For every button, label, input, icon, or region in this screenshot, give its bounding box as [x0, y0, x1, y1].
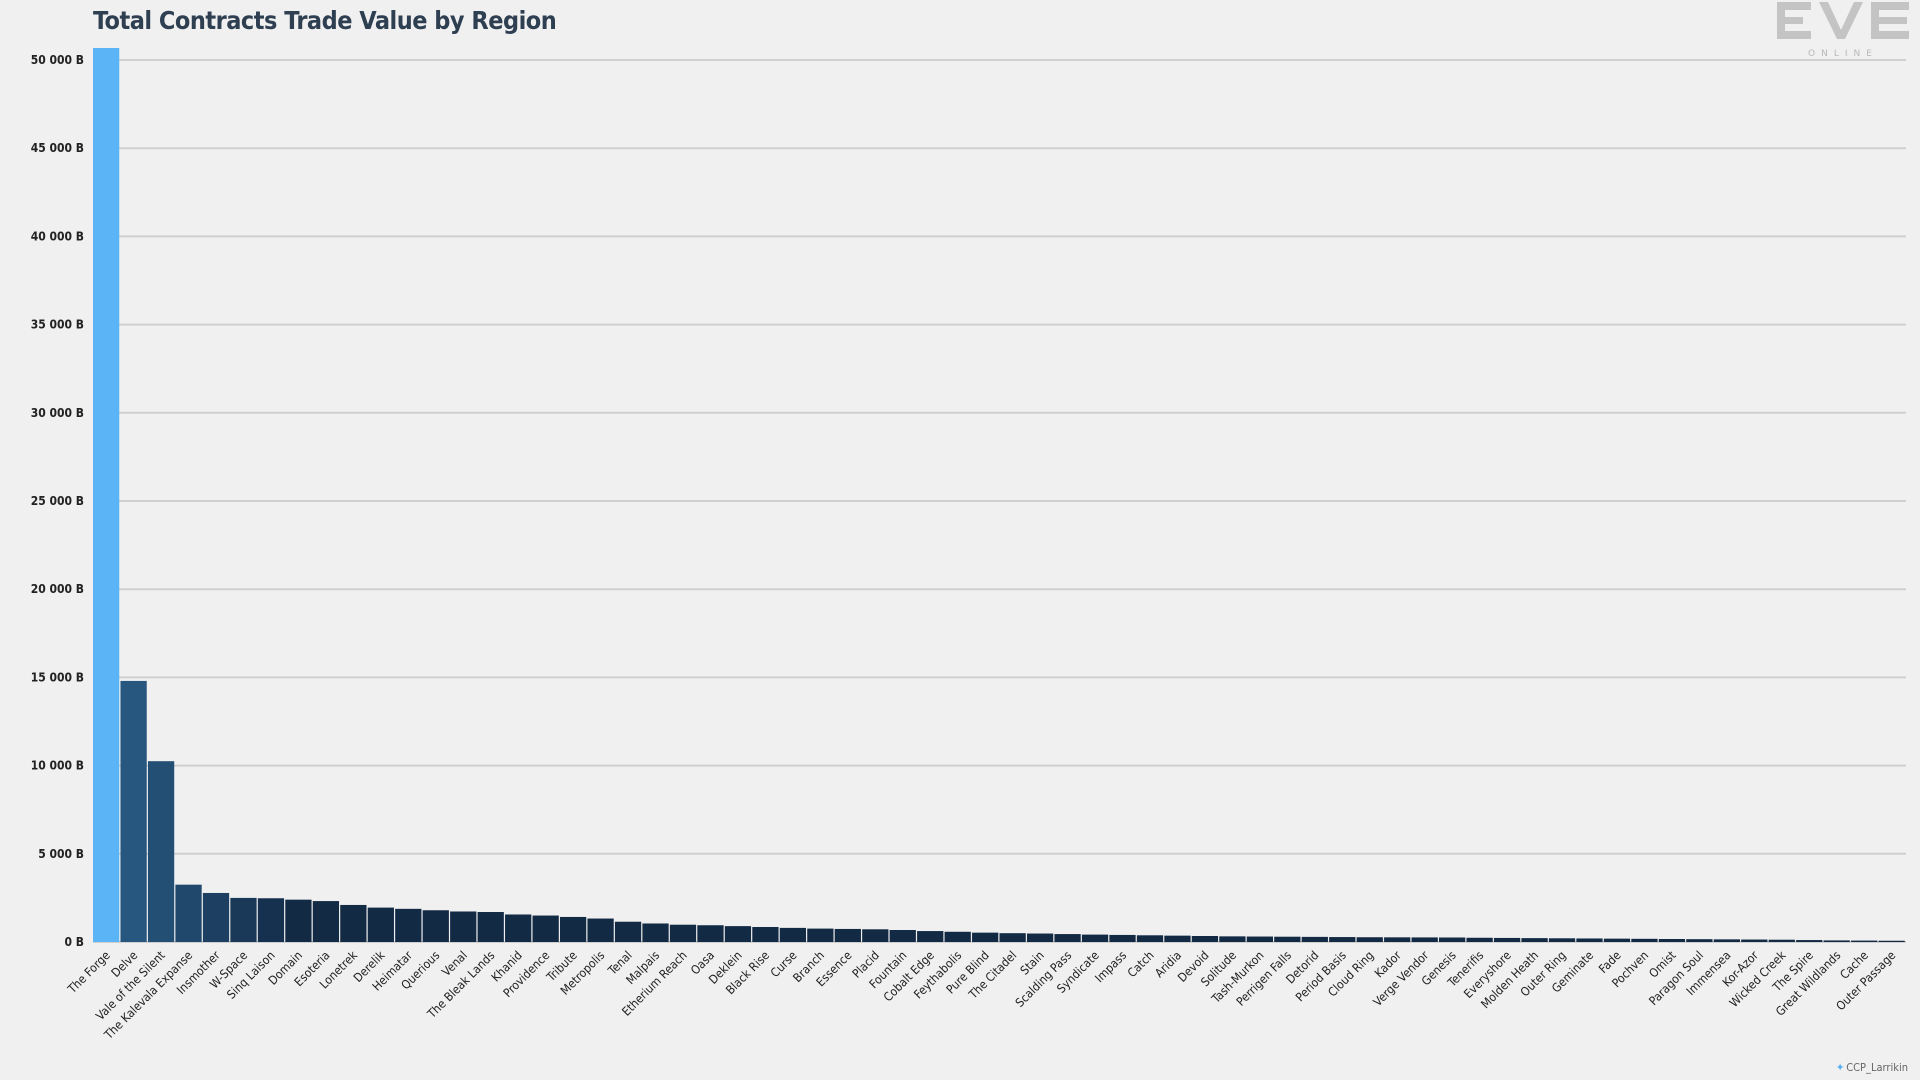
bar	[505, 914, 532, 942]
bar	[1603, 938, 1631, 942]
bar	[834, 928, 861, 942]
bar	[450, 911, 477, 942]
bar	[1411, 937, 1438, 942]
bar	[944, 931, 971, 942]
bar	[779, 927, 807, 942]
bar	[669, 924, 697, 942]
bar	[395, 908, 422, 942]
chart-title: Total Contracts Trade Value by Region	[93, 6, 557, 35]
bar	[587, 918, 614, 942]
bar	[367, 907, 394, 942]
bar	[1741, 939, 1768, 942]
x-tick-label: Impass	[1092, 948, 1129, 985]
bar	[1658, 939, 1686, 942]
bar	[1274, 936, 1301, 942]
y-tick-label: 30 000 B	[31, 406, 84, 420]
y-tick-label: 50 000 B	[31, 53, 84, 67]
gridlines	[93, 59, 1906, 943]
bar	[752, 927, 779, 942]
bar	[1026, 933, 1054, 942]
bar	[1054, 934, 1081, 942]
credit: ✦ CCP_Larrikin	[1836, 1061, 1908, 1074]
eve-online-logo: ONLINE	[1777, 2, 1909, 59]
y-tick-label: 5 000 B	[38, 847, 84, 861]
bar	[1301, 936, 1328, 942]
bar	[862, 929, 889, 942]
bar	[1493, 937, 1521, 942]
y-tick-label: 40 000 B	[31, 229, 84, 243]
bar	[1081, 934, 1109, 942]
bars	[93, 48, 1905, 942]
bar	[559, 916, 587, 942]
bar	[1576, 938, 1603, 942]
bar	[1521, 938, 1548, 942]
bar	[477, 912, 504, 942]
y-tick-label: 35 000 B	[31, 318, 84, 332]
bar	[202, 892, 230, 942]
bar	[532, 915, 559, 942]
y-tick-label: 15 000 B	[31, 670, 84, 684]
bar	[724, 926, 752, 942]
bar	[807, 928, 834, 942]
bar	[257, 898, 285, 942]
bar	[1329, 937, 1356, 942]
bar	[1548, 938, 1576, 942]
bar	[1713, 939, 1740, 942]
bar	[697, 925, 724, 942]
bar	[340, 904, 367, 942]
logo-subtext: ONLINE	[1808, 49, 1878, 59]
bar	[1851, 940, 1878, 942]
bar	[1439, 937, 1466, 942]
bar	[120, 680, 147, 942]
bar	[917, 931, 944, 942]
bar	[1631, 938, 1658, 942]
bar	[1109, 934, 1136, 942]
y-tick-label: 20 000 B	[31, 582, 84, 596]
bar	[1136, 935, 1164, 942]
bar	[1796, 940, 1823, 942]
bar	[1384, 937, 1411, 942]
y-tick-label: 45 000 B	[31, 141, 84, 155]
bar	[999, 933, 1026, 942]
bar	[1164, 935, 1191, 942]
bar	[1686, 939, 1713, 942]
bar	[614, 921, 642, 942]
twitter-icon: ✦	[1835, 1061, 1845, 1074]
bar	[230, 897, 257, 942]
x-tick-label: Catch	[1125, 948, 1157, 980]
y-tick-label: 25 000 B	[31, 494, 84, 508]
bar	[285, 899, 312, 942]
bar	[1219, 936, 1246, 942]
credit-handle: CCP_Larrikin	[1846, 1061, 1908, 1074]
bar	[1466, 937, 1493, 942]
bar	[175, 884, 202, 942]
bar	[93, 48, 120, 942]
bar	[889, 930, 916, 942]
bar	[147, 761, 175, 942]
bar	[1823, 940, 1850, 942]
bar	[972, 932, 999, 942]
y-tick-label: 0 B	[65, 935, 85, 949]
bar	[1356, 937, 1383, 942]
bar	[312, 901, 340, 942]
y-tick-label: 10 000 B	[31, 759, 84, 773]
bar	[642, 923, 669, 942]
bar	[1191, 936, 1219, 942]
y-axis-ticks: 0 B 5 000 B 10 000 B 15 000 B 20 000 B 25 000…	[31, 53, 84, 949]
bar	[1768, 939, 1795, 942]
bar	[1878, 940, 1905, 942]
bar	[1246, 936, 1273, 942]
bar	[422, 910, 449, 942]
x-tick-label: The Forge	[64, 948, 113, 997]
